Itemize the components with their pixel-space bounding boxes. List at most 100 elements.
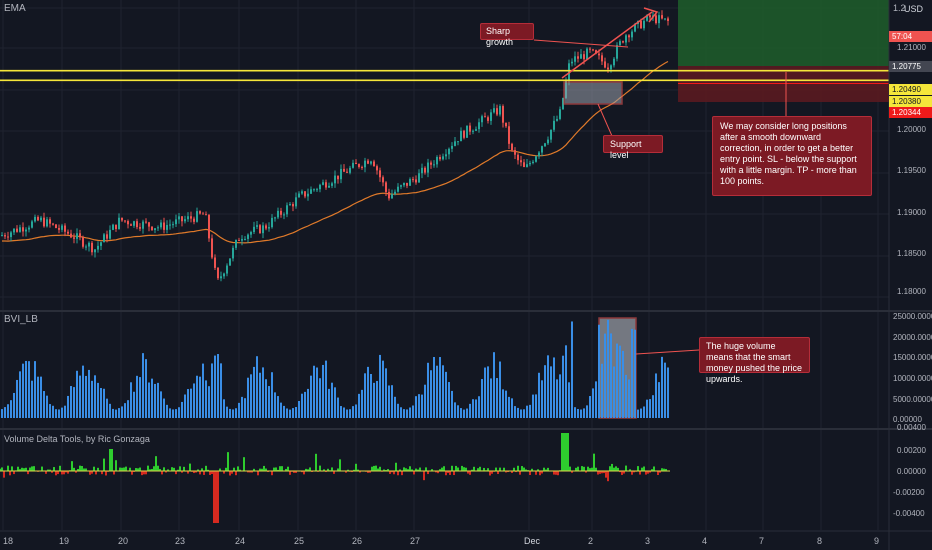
time-tick: 7 — [759, 536, 765, 546]
volume-bar — [400, 407, 402, 418]
volume-bar — [133, 391, 135, 418]
currency-label[interactable]: USD — [904, 4, 924, 14]
candle-body — [427, 162, 429, 173]
time-tick: 23 — [175, 536, 186, 546]
support-level-callout[interactable]: Support level — [603, 135, 663, 160]
volume-bar — [604, 333, 606, 418]
growth-arrow-head — [643, 7, 659, 23]
candle-body — [511, 143, 513, 151]
volume-bar — [664, 362, 666, 418]
volume-bar — [565, 345, 567, 418]
support-level-pointer — [597, 103, 613, 137]
volume-bar — [163, 398, 165, 418]
volume-bar — [175, 409, 177, 418]
candle-body — [292, 204, 294, 207]
time-tick: Dec — [524, 536, 541, 546]
candle-body — [244, 238, 246, 240]
volume-bar — [100, 387, 102, 418]
candle-body — [370, 161, 372, 164]
candle-body — [310, 189, 312, 194]
volume-bar — [586, 405, 588, 418]
candle-body — [238, 239, 240, 241]
volume-bar — [205, 380, 207, 418]
candle-body — [70, 233, 72, 238]
volume-bar — [583, 408, 585, 418]
candle-body — [658, 15, 660, 24]
volume-bar — [226, 406, 228, 418]
price-tick: 1.19500 — [897, 166, 926, 175]
candle-body — [352, 162, 354, 168]
candle-body — [106, 234, 108, 239]
candle-body — [103, 234, 105, 243]
sharp-growth-callout[interactable]: Sharp growth — [480, 23, 534, 47]
volume-bar — [25, 360, 27, 418]
candle-body — [580, 54, 582, 59]
candle-body — [499, 106, 501, 115]
volume-bar — [292, 408, 294, 418]
volume-bar — [394, 396, 396, 418]
volume-bar — [286, 408, 288, 418]
volume-bar — [397, 403, 399, 418]
candle-body — [16, 228, 18, 232]
volume-bar — [517, 407, 519, 418]
ema-line — [2, 60, 669, 244]
take-profit-zone — [678, 0, 889, 66]
volume-bar — [523, 409, 525, 418]
volume-bar — [592, 388, 594, 418]
candle-body — [655, 15, 657, 24]
volume-bar — [136, 375, 138, 418]
candle-body — [433, 164, 435, 166]
level-bottom-tag: 1.20380 — [889, 96, 932, 107]
candle-body — [46, 219, 48, 227]
candle-body — [355, 162, 357, 165]
candle-body — [274, 217, 276, 219]
volume-bar — [442, 365, 444, 418]
candle-body — [262, 225, 264, 234]
candle-body — [37, 216, 39, 221]
candle-body — [583, 54, 585, 60]
volume-bar — [64, 405, 66, 418]
candle-body — [88, 242, 90, 247]
volume-bar — [403, 409, 405, 418]
ema-indicator-label[interactable]: EMA — [4, 3, 26, 14]
volume-bar — [139, 377, 141, 418]
candle-body — [481, 116, 483, 123]
volume-note-callout[interactable]: The huge volume means that the smart mon… — [699, 337, 810, 384]
candle-body — [10, 232, 12, 238]
volume-bar — [70, 386, 72, 418]
volume-bar — [40, 376, 42, 418]
trade-idea-callout[interactable]: We may consider long positions after a s… — [712, 116, 872, 196]
support-levels[interactable] — [0, 69, 889, 84]
volume-bar — [346, 409, 348, 418]
candle-body — [7, 236, 9, 238]
candle-body — [1, 235, 3, 237]
volume-bar — [634, 329, 636, 418]
volume-bar — [559, 374, 561, 418]
candle-body — [76, 233, 78, 239]
candle-body — [145, 221, 147, 223]
delta-indicator-label[interactable]: Volume Delta Tools, by Ric Gonzaga — [4, 434, 150, 444]
candle-body — [175, 219, 177, 225]
volume-bar — [316, 367, 318, 418]
volume-bar — [607, 319, 609, 418]
price-tick: 1.19000 — [897, 208, 926, 217]
candle-body — [298, 193, 300, 198]
volume-bar — [457, 405, 459, 418]
price-tick: 1.18000 — [897, 287, 926, 296]
volume-bar — [247, 377, 249, 418]
volume-bar — [496, 378, 498, 418]
volume-tick: 15000.00000 — [893, 353, 932, 362]
candle-body — [328, 185, 330, 188]
candle-body — [613, 58, 615, 66]
volume-bar — [181, 401, 183, 418]
volume-bar — [385, 368, 387, 418]
bvi-indicator-label[interactable]: BVI_LB — [4, 314, 38, 325]
price-tick: 1.20000 — [897, 125, 926, 134]
volume-bar — [115, 409, 117, 418]
volume-bar — [214, 355, 216, 418]
volume-bar — [463, 409, 465, 418]
candle-body — [514, 150, 516, 155]
volume-bar — [145, 359, 147, 418]
volume-bar — [577, 409, 579, 418]
